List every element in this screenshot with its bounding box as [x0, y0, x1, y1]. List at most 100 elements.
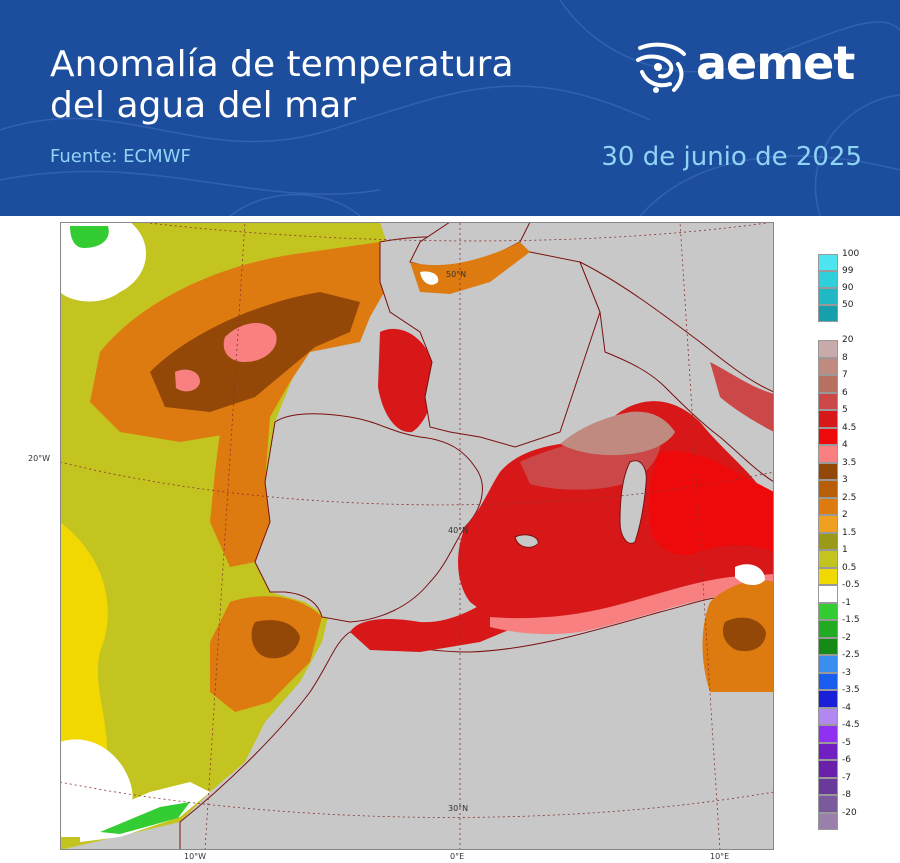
- legend-label: 50: [842, 300, 854, 310]
- legend-label: 20: [842, 335, 854, 345]
- legend-swatch: [818, 567, 838, 585]
- lon-label-10e: 10°E: [710, 852, 730, 861]
- lat-label-30n: 30°N: [448, 804, 469, 813]
- legend-label: -3.5: [842, 685, 860, 695]
- legend-swatch: [818, 427, 838, 445]
- channel-white: [420, 271, 439, 285]
- italy-land: [579, 260, 774, 483]
- lat-label-40n: 40°N: [448, 526, 469, 535]
- legend-label: 100: [842, 249, 860, 259]
- sea-temperature-anomaly-map: 50°N 40°N 30°N 20°W 10°W 0°E 10°E 100 99 9…: [28, 222, 900, 863]
- legend-swatch: [818, 340, 838, 358]
- legend-swatch: [818, 760, 838, 778]
- legend-label: -3: [842, 667, 851, 678]
- northwest-green-patch: [70, 226, 109, 248]
- color-legend: 100 99 90 50 20 8 7 6 5 4.5 4 3.5 3 2.5 2 1.5 1 0.5 -0.5 -…: [818, 249, 878, 854]
- legend-swatch: [818, 392, 838, 410]
- legend-label: 4: [842, 440, 848, 450]
- legend-swatch: [818, 777, 838, 795]
- map-canvas: [60, 222, 774, 850]
- legend-swatch: [818, 742, 838, 760]
- legend-label: -1: [842, 597, 851, 608]
- legend-label: -4.5: [842, 720, 860, 730]
- legend-label: 3.5: [842, 457, 857, 468]
- legend-swatch: [818, 690, 838, 708]
- legend-swatch: [818, 271, 838, 288]
- legend-swatch: [818, 812, 838, 830]
- legend-label: -4: [842, 702, 851, 713]
- balearic-islands: [514, 534, 539, 548]
- legend-swatch: [818, 602, 838, 620]
- legend-swatch: [818, 357, 838, 375]
- header-banner: Anomalía de temperatura del agua del mar…: [0, 0, 900, 216]
- legend-label: -8: [842, 790, 851, 800]
- biscay-coast-red: [378, 328, 434, 433]
- legend-label: -5: [842, 737, 851, 748]
- iberian-peninsula: [254, 413, 483, 623]
- page-title: Anomalía de temperatura del agua del mar: [50, 44, 514, 126]
- legend-swatch: [818, 655, 838, 673]
- lat-label-50n: 50°N: [446, 270, 467, 279]
- sicily-strait-brown: [722, 617, 766, 652]
- biscay-pink: [223, 322, 277, 362]
- adriatic-red: [710, 362, 774, 432]
- legend-swatch: [818, 462, 838, 480]
- lon-label-0e: 0°E: [450, 852, 465, 861]
- tyrrhenian-red: [648, 451, 774, 556]
- aemet-logo: aemet: [634, 36, 866, 96]
- legend-label: 3: [842, 475, 848, 485]
- legend-swatch: [818, 795, 838, 813]
- legend-label: 1: [842, 545, 848, 555]
- biscay-pink-2: [175, 369, 200, 392]
- date-label: 30 de junio de 2025: [601, 142, 862, 172]
- legend-swatch: [818, 672, 838, 690]
- legend-label: 5: [842, 405, 848, 415]
- legend-swatch: [818, 532, 838, 550]
- legend-swatch: [818, 410, 838, 428]
- legend-label: -0.5: [842, 580, 860, 590]
- legend-swatch: [818, 288, 838, 305]
- portugal-coast-orange: [210, 417, 270, 567]
- legend-swatch: [818, 375, 838, 393]
- legend-label: -2.5: [842, 650, 860, 660]
- graticule: [60, 222, 774, 850]
- legend-label: 99: [842, 266, 854, 276]
- legend-swatch: [818, 585, 838, 603]
- channel-warm: [410, 242, 530, 294]
- atlantic-yellow-zone: [60, 522, 108, 782]
- legend-label: -2: [842, 632, 851, 643]
- legend-swatch: [818, 305, 838, 322]
- legend-label: 0.5: [842, 562, 857, 573]
- legend-label: 2.5: [842, 492, 857, 503]
- source-label: Fuente: ECMWF: [50, 146, 191, 167]
- legend-swatch: [818, 254, 838, 271]
- legend-label: 90: [842, 283, 854, 293]
- legend-swatch: [818, 637, 838, 655]
- contour-decoration: [0, 0, 900, 216]
- gulf-cadiz-brown: [251, 620, 300, 659]
- legend-label: 2: [842, 510, 848, 520]
- legend-swatch: [818, 550, 838, 568]
- legend-swatch: [818, 620, 838, 638]
- title-line-1: Anomalía de temperatura: [50, 44, 514, 85]
- legend-swatch: [818, 515, 838, 533]
- gulf-of-lion-pink: [560, 411, 675, 456]
- legend-label: -7: [842, 772, 851, 783]
- lon-label-10w: 10°W: [184, 852, 207, 861]
- logo-text: aemet: [696, 36, 855, 90]
- legend-label: -6: [842, 755, 851, 765]
- legend-label: 6: [842, 387, 848, 398]
- legend-label: -20: [842, 807, 857, 818]
- morocco-coast-green: [100, 802, 190, 834]
- legend-swatch: [818, 497, 838, 515]
- corsica-sardinia: [619, 460, 647, 544]
- legend-label: -1.5: [842, 615, 860, 625]
- legend-swatch: [818, 445, 838, 463]
- lon-label-20w: 20°W: [28, 454, 51, 463]
- sicily-white: [735, 564, 765, 586]
- legend-label: 8: [842, 352, 848, 363]
- title-line-2: del agua del mar: [50, 85, 357, 126]
- legend-label: 7: [842, 370, 848, 380]
- legend-label: 4.5: [842, 422, 857, 433]
- legend-label: 1.5: [842, 527, 857, 538]
